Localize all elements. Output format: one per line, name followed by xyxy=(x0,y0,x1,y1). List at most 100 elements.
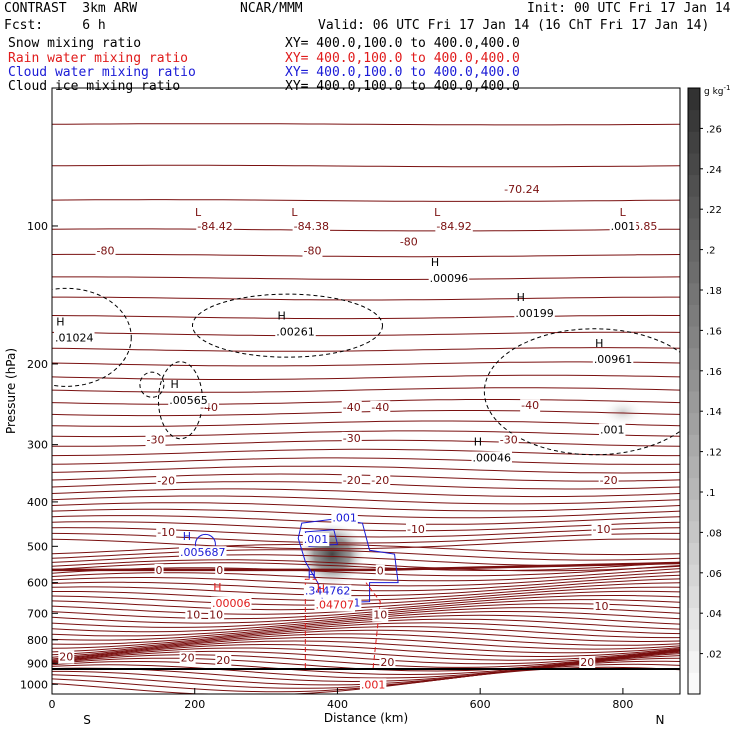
temperature-contour-label: -40 xyxy=(521,399,539,412)
cloud-ice-contour xyxy=(192,293,383,358)
label-mask xyxy=(302,533,330,547)
temperature-contour-line xyxy=(52,647,680,662)
label-mask xyxy=(211,596,252,610)
temperature-contour-label: -80 xyxy=(400,235,418,248)
field-xy-snow: XY= 400.0,100.0 to 400.0,400.0 xyxy=(285,36,520,51)
label-mask xyxy=(178,546,227,560)
temperature-contour-line xyxy=(52,611,680,633)
temperature-contour-line xyxy=(52,465,680,474)
cloud-ice-contour xyxy=(52,287,132,387)
temperature-contour-label: 20 xyxy=(181,652,195,665)
colorbar-segment xyxy=(688,131,700,154)
colorbar-segment xyxy=(688,607,700,630)
temperature-contour-line xyxy=(52,618,680,641)
temperature-contour-line xyxy=(52,123,680,126)
y-tick-label: 300 xyxy=(27,439,48,452)
high-marker: H xyxy=(56,315,64,328)
temperature-contour-line xyxy=(52,637,680,658)
temperature-contour-line xyxy=(52,276,680,280)
temperature-contour-label: -80 xyxy=(97,244,115,257)
cloud-ice-contour-label: .001 xyxy=(611,220,636,233)
colorbar-segment xyxy=(688,217,700,240)
temperature-contour-line xyxy=(52,296,680,301)
colorbar-segment xyxy=(688,347,700,370)
field-legend-rain: Rain water mixing ratio xyxy=(8,51,189,66)
label-mask xyxy=(185,608,202,622)
y-tick-label: 500 xyxy=(27,540,48,553)
cloud-ice-contour-label: .001 xyxy=(600,423,625,436)
temperature-extreme-label: -84.38 xyxy=(294,220,329,233)
temperature-contour-label: 20 xyxy=(380,656,394,669)
label-mask xyxy=(341,431,362,445)
label-mask xyxy=(208,608,225,622)
field-legend-snow: Snow mixing ratio xyxy=(8,36,142,51)
label-mask xyxy=(154,563,164,577)
temperature-contour-label: -80 xyxy=(303,244,321,257)
high-marker: H xyxy=(317,583,325,596)
colorbar-segment xyxy=(688,585,700,608)
label-mask xyxy=(471,451,512,465)
label-mask xyxy=(58,650,75,664)
temperature-contour-label: -40 xyxy=(343,401,361,414)
plot-frame xyxy=(51,87,681,695)
low-marker: L xyxy=(291,206,298,219)
temperature-contour-line xyxy=(52,559,680,572)
y-tick-label: 600 xyxy=(27,577,48,590)
label-mask xyxy=(156,474,177,488)
colorbar: .02 .04 .06 .08 .1 .12 .14 .16 .16 .18 .2 .22 .24 .26… xyxy=(687,84,730,695)
temperature-contour-label: -10 xyxy=(593,523,611,536)
label-mask xyxy=(341,473,362,487)
colorbar-segment xyxy=(688,499,700,522)
cloud-ice-extreme-label: .01024 xyxy=(55,331,94,344)
temperature-contour-line xyxy=(52,420,680,427)
high-marker: H xyxy=(170,378,178,391)
label-mask xyxy=(215,563,225,577)
label-mask xyxy=(520,399,541,413)
label-mask xyxy=(302,244,323,258)
x-axis-label: Distance (km) xyxy=(324,711,408,725)
temperature-contour-line xyxy=(52,590,680,611)
temperature-contour-line xyxy=(52,457,680,465)
temperature-contour-line xyxy=(52,640,680,660)
cloud-ice-extreme-label: .00565 xyxy=(169,394,208,407)
label-mask xyxy=(341,400,362,414)
temperature-contour-line xyxy=(52,586,680,606)
ice-shading xyxy=(600,398,645,427)
colorbar-segment xyxy=(688,672,700,695)
temperature-contour-line xyxy=(52,387,680,393)
y-tick-label: 800 xyxy=(27,634,48,647)
temperature-contour-label: 10 xyxy=(186,609,200,622)
cloud-water-contour-label: .001 xyxy=(304,533,329,546)
north-label: N xyxy=(656,713,665,727)
temperature-contour-line xyxy=(52,495,680,505)
colorbar-segment xyxy=(688,477,700,500)
high-marker: H xyxy=(474,435,482,448)
temperature-contour-line xyxy=(52,603,680,624)
colorbar-segment xyxy=(688,152,700,176)
temperature-contour-line xyxy=(52,633,680,656)
temperature-contour-line xyxy=(52,538,680,550)
temperature-contour-line xyxy=(52,502,680,512)
colorbar-segment xyxy=(688,196,700,219)
temperature-contour-line xyxy=(52,410,680,417)
label-mask xyxy=(372,608,389,622)
temperature-contour-line xyxy=(52,561,680,571)
x-tick-label: 800 xyxy=(612,698,633,711)
colorbar-frame xyxy=(687,87,701,695)
cloud-ice-contour xyxy=(483,328,680,456)
colorbar-segment xyxy=(688,88,700,111)
rain-water-contour xyxy=(365,582,381,669)
label-mask xyxy=(54,331,95,345)
temperature-contour-line xyxy=(52,595,680,615)
temperature-contour-line xyxy=(52,578,680,597)
colorbar-segment xyxy=(688,282,700,305)
label-mask xyxy=(405,522,426,536)
temperature-contour-line xyxy=(52,649,680,665)
temperature-contour-line xyxy=(52,314,680,320)
high-marker: H xyxy=(517,291,525,304)
colorbar-segment xyxy=(688,455,700,479)
x-tick-label: 0 xyxy=(49,698,56,711)
label-mask xyxy=(579,656,596,670)
colorbar-segment xyxy=(688,434,700,457)
temperature-extreme-label: -84.42 xyxy=(197,220,232,233)
